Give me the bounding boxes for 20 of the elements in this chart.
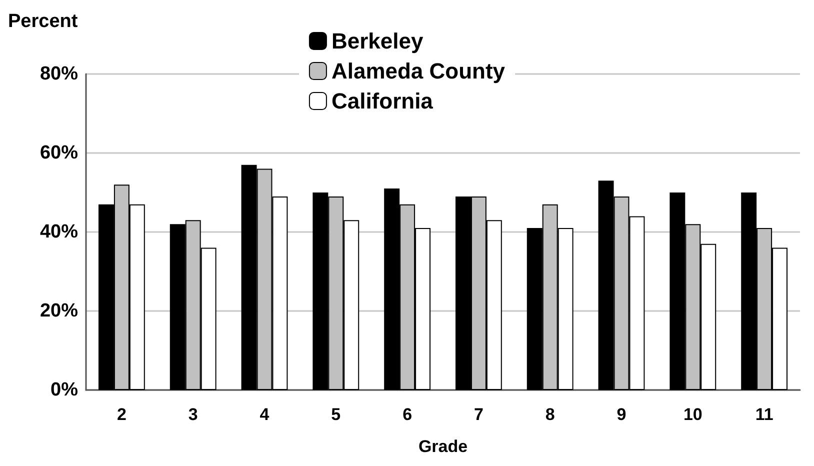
x-tick-label: 8 (545, 405, 555, 424)
x-tick-label: 10 (683, 405, 702, 424)
y-tick-label: 20% (40, 300, 78, 322)
legend-label: Alameda County (331, 58, 506, 84)
x-tick-label: 5 (331, 405, 341, 424)
legend-label: California (331, 88, 434, 114)
y-tick-label: 60% (40, 142, 78, 164)
x-tick-label: 3 (188, 405, 198, 424)
x-tick-label: 4 (260, 405, 270, 424)
x-axis-title: Grade (418, 437, 468, 456)
y-tick-label: 40% (40, 222, 78, 242)
legend-label: Berkeley (331, 28, 424, 54)
x-tick-label: 2 (116, 405, 126, 424)
x-tick-label: 9 (616, 405, 626, 424)
x-tick-label: 11 (755, 405, 774, 424)
y-tick-label: 80% (40, 64, 78, 84)
y-axis-title: Percent (8, 11, 78, 32)
y-tick-label: 0% (50, 380, 78, 400)
x-tick-label: 7 (474, 405, 484, 424)
x-tick-label: 6 (402, 405, 412, 424)
